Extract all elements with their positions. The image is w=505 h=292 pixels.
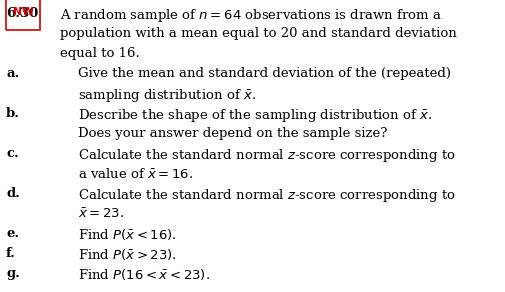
Text: c.: c.: [6, 147, 19, 160]
Text: a value of $\bar{x} = 16$.: a value of $\bar{x} = 16$.: [78, 167, 193, 181]
Text: Find $P(\bar{x} < 16)$.: Find $P(\bar{x} < 16)$.: [78, 227, 177, 242]
Text: a.: a.: [6, 67, 19, 80]
Text: Does your answer depend on the sample size?: Does your answer depend on the sample si…: [78, 127, 388, 140]
Text: Calculate the standard normal $z$-score corresponding to: Calculate the standard normal $z$-score …: [78, 187, 456, 204]
Text: g.: g.: [6, 267, 20, 280]
Text: b.: b.: [6, 107, 20, 120]
Text: A random sample of $n = 64$ observations is drawn from a: A random sample of $n = 64$ observations…: [60, 7, 442, 24]
Text: Describe the shape of the sampling distribution of $\bar{x}$.: Describe the shape of the sampling distr…: [78, 107, 433, 124]
Text: f.: f.: [6, 247, 16, 260]
Text: NW: NW: [13, 7, 34, 17]
Text: Give the mean and standard deviation of the (repeated): Give the mean and standard deviation of …: [78, 67, 451, 80]
Text: population with a mean equal to 20 and standard deviation: population with a mean equal to 20 and s…: [60, 27, 457, 40]
Text: e.: e.: [6, 227, 19, 240]
Text: $\bar{x} = 23$.: $\bar{x} = 23$.: [78, 207, 125, 221]
Text: equal to 16.: equal to 16.: [60, 47, 139, 60]
Text: d.: d.: [6, 187, 20, 200]
Text: Find $P(\bar{x} > 23)$.: Find $P(\bar{x} > 23)$.: [78, 247, 177, 262]
Text: 6.30: 6.30: [6, 7, 38, 20]
Text: Calculate the standard normal $z$-score corresponding to: Calculate the standard normal $z$-score …: [78, 147, 456, 164]
Text: sampling distribution of $\bar{x}$.: sampling distribution of $\bar{x}$.: [78, 87, 257, 104]
Text: Find $P(16 < \bar{x} < 23)$.: Find $P(16 < \bar{x} < 23)$.: [78, 267, 211, 282]
